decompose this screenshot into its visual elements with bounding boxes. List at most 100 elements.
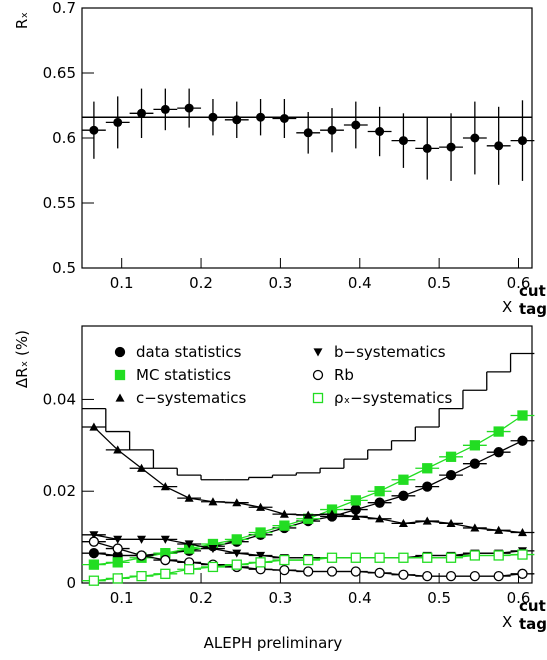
marker xyxy=(112,557,123,568)
point xyxy=(327,125,337,135)
marker xyxy=(232,549,242,558)
marker xyxy=(517,435,528,446)
x-tick-label: 0.3 xyxy=(268,589,292,607)
marker xyxy=(89,531,99,540)
point xyxy=(494,141,504,151)
x-tick-label: 0.1 xyxy=(110,274,134,292)
marker xyxy=(231,534,242,545)
marker xyxy=(136,570,147,582)
legend-label: c−systematics xyxy=(136,389,247,407)
point xyxy=(351,120,361,130)
point xyxy=(470,133,480,143)
y-tick-label: 0.6 xyxy=(52,129,76,147)
x-tick-label: 0.4 xyxy=(348,589,372,607)
legend-label: MC statistics xyxy=(136,366,231,384)
point xyxy=(256,112,266,122)
marker xyxy=(160,554,171,566)
marker xyxy=(422,516,432,525)
marker xyxy=(422,463,433,474)
marker xyxy=(184,493,194,502)
x-tick-label: 0.5 xyxy=(427,274,451,292)
point xyxy=(232,115,242,125)
frame xyxy=(81,325,533,584)
x-tick-label: 0.2 xyxy=(189,274,213,292)
marker xyxy=(232,498,242,507)
legend-marker xyxy=(114,369,126,381)
point xyxy=(303,128,313,138)
marker xyxy=(469,550,481,561)
y-tick-label: 0.65 xyxy=(43,64,76,82)
y-tick-label: 0.7 xyxy=(52,0,76,17)
marker xyxy=(279,565,290,576)
marker xyxy=(469,458,481,469)
marker xyxy=(445,451,457,462)
marker xyxy=(231,559,242,570)
marker xyxy=(279,509,289,518)
x-tick-label: 0.4 xyxy=(348,274,372,292)
marker xyxy=(350,566,361,577)
y-tick-label: 0.5 xyxy=(52,259,76,277)
marker xyxy=(469,440,481,451)
marker xyxy=(374,567,385,579)
marker xyxy=(398,474,409,485)
marker xyxy=(113,535,123,544)
caption: ALEPH preliminary xyxy=(204,634,343,652)
series-line xyxy=(93,440,523,557)
point xyxy=(422,143,432,153)
marker xyxy=(494,525,504,534)
marker xyxy=(160,482,170,491)
marker xyxy=(470,523,480,532)
marker xyxy=(493,570,504,582)
marker xyxy=(374,552,385,563)
marker xyxy=(422,552,433,563)
marker xyxy=(469,570,481,582)
step-connector xyxy=(105,353,512,480)
marker xyxy=(493,447,504,458)
marker xyxy=(446,518,456,527)
marker xyxy=(279,520,290,531)
legend-marker xyxy=(115,393,125,402)
marker xyxy=(398,490,409,501)
marker xyxy=(326,552,338,563)
marker xyxy=(160,535,170,544)
marker xyxy=(303,554,314,566)
marker xyxy=(493,550,504,561)
x-axis-label-sup: cut xyxy=(519,282,546,300)
marker xyxy=(327,509,337,518)
point xyxy=(113,117,123,127)
marker xyxy=(137,463,147,472)
marker xyxy=(351,511,361,521)
y-axis-label: ΔRₓ (%) xyxy=(13,330,31,388)
marker xyxy=(89,422,99,431)
marker xyxy=(350,495,361,506)
marker xyxy=(279,554,290,566)
marker xyxy=(88,575,100,586)
point xyxy=(375,127,385,136)
marker xyxy=(136,550,147,561)
x-axis-label: X xyxy=(502,298,512,316)
marker xyxy=(517,528,527,537)
marker xyxy=(445,570,457,582)
legend-label: data statistics xyxy=(136,343,242,361)
marker xyxy=(88,536,100,547)
marker xyxy=(350,552,361,563)
marker xyxy=(256,551,266,560)
legend-marker xyxy=(312,392,324,404)
marker xyxy=(255,557,266,568)
marker xyxy=(183,564,195,575)
point xyxy=(279,114,289,123)
marker xyxy=(303,510,313,519)
marker xyxy=(374,486,385,497)
x-axis-label-sup: cut xyxy=(519,597,546,615)
x-tick-label: 0.1 xyxy=(110,589,134,607)
marker xyxy=(137,535,147,544)
x-tick-label: 0.6 xyxy=(507,589,531,607)
legend-marker xyxy=(313,348,323,357)
marker xyxy=(422,570,433,582)
marker xyxy=(517,568,528,579)
marker xyxy=(422,481,433,492)
marker xyxy=(207,561,219,573)
marker xyxy=(517,410,528,421)
marker xyxy=(113,445,123,454)
